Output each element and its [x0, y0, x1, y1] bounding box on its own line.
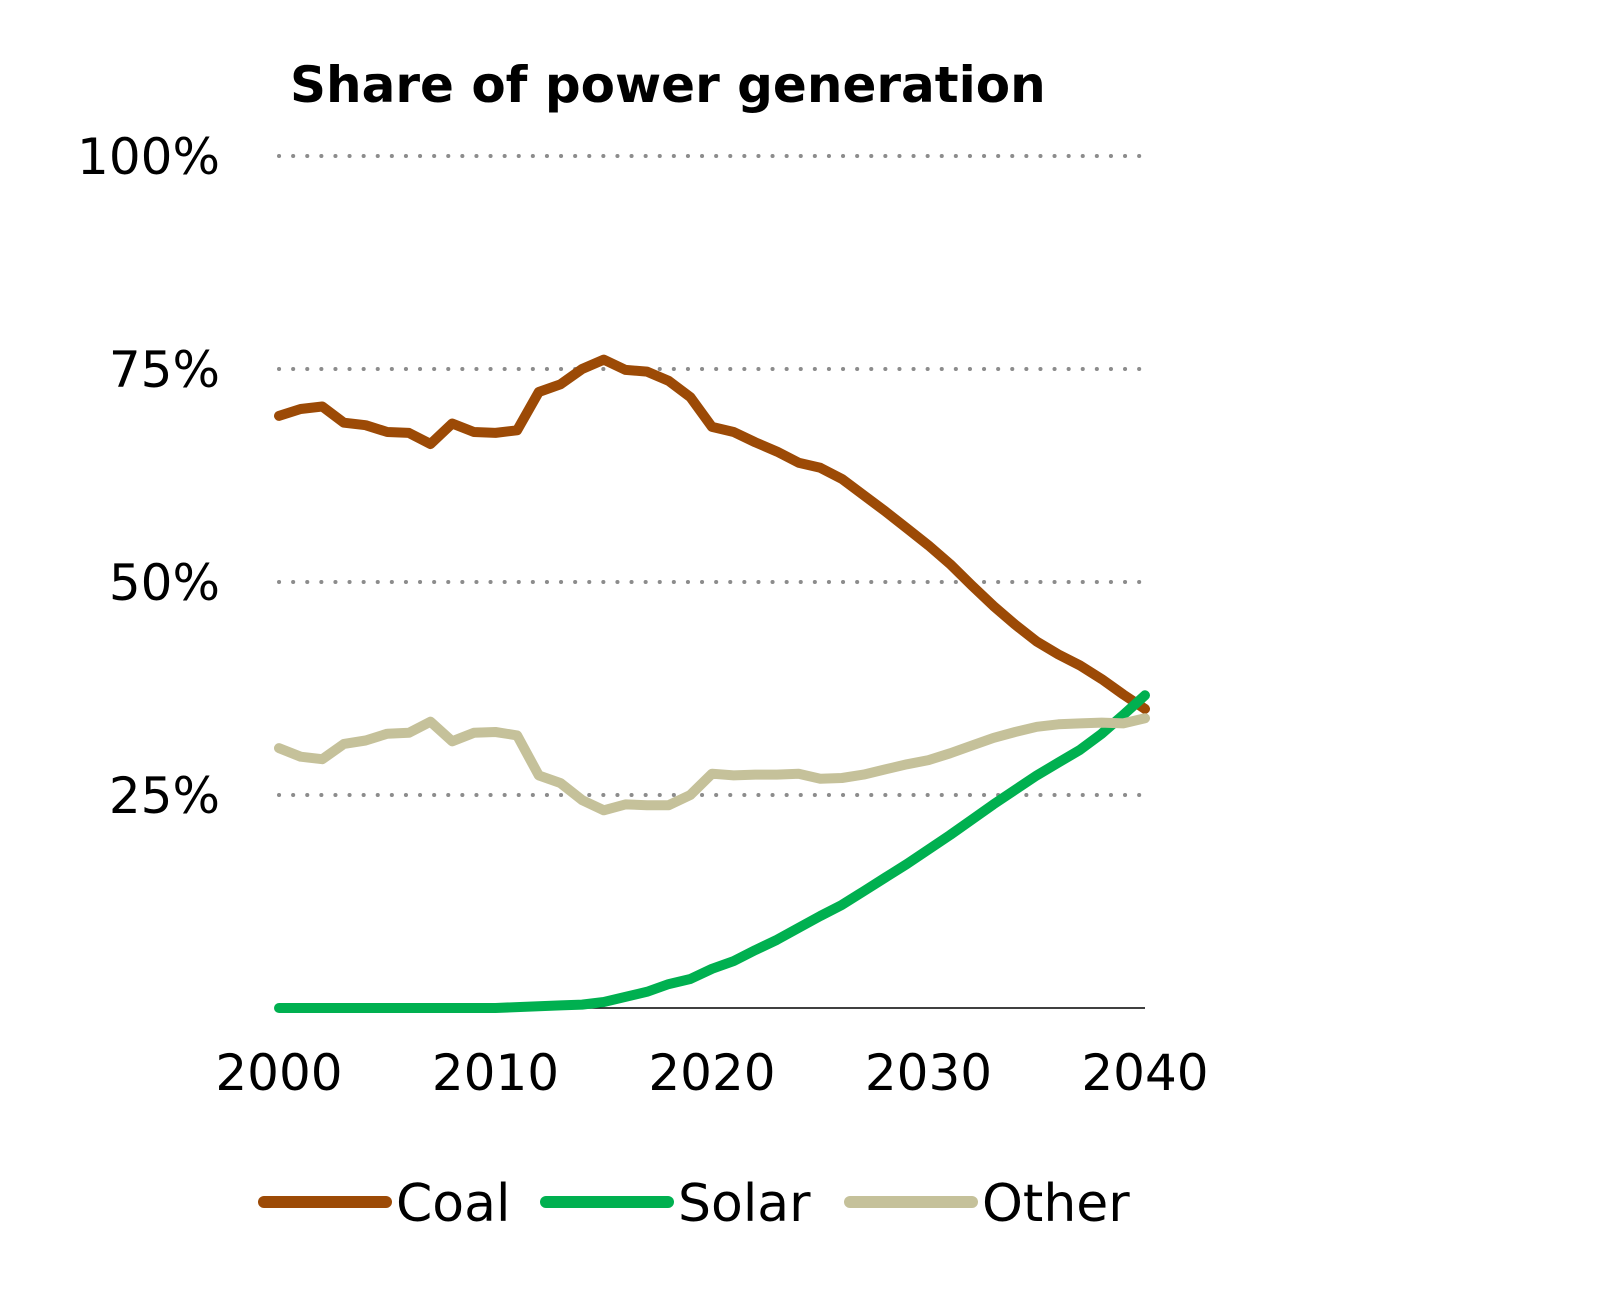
- series-line-other: [279, 718, 1145, 810]
- axes: 25% 50% 75% 100% 2000 2010 2020 2030 2040: [77, 128, 1209, 1102]
- x-tick-label: 2040: [1081, 1044, 1208, 1102]
- x-tick-label: 2020: [648, 1044, 775, 1102]
- legend-label-solar: Solar: [678, 1174, 811, 1234]
- legend-label-coal: Coal: [396, 1174, 510, 1234]
- chart-container: Share of power generation 25% 50% 75% 100% 2…: [0, 0, 1619, 1302]
- x-tick-label: 2030: [865, 1044, 992, 1102]
- gridlines: [279, 156, 1145, 795]
- y-tick-label: 50%: [109, 554, 220, 612]
- x-tick-label: 2000: [215, 1044, 342, 1102]
- chart-title: Share of power generation: [290, 56, 1046, 114]
- line-chart: Share of power generation 25%50%75%100%2…: [0, 0, 1619, 1302]
- legend: Coal Solar Other: [264, 1174, 1130, 1234]
- series-line-solar: [279, 695, 1145, 1008]
- legend-label-other: Other: [982, 1174, 1130, 1234]
- x-tick-label: 2010: [432, 1044, 559, 1102]
- y-tick-label: 100%: [77, 128, 220, 186]
- series-line-coal: [279, 360, 1145, 709]
- y-tick-label: 75%: [109, 341, 220, 399]
- y-tick-label: 25%: [109, 767, 220, 825]
- series-lines: [279, 360, 1145, 1008]
